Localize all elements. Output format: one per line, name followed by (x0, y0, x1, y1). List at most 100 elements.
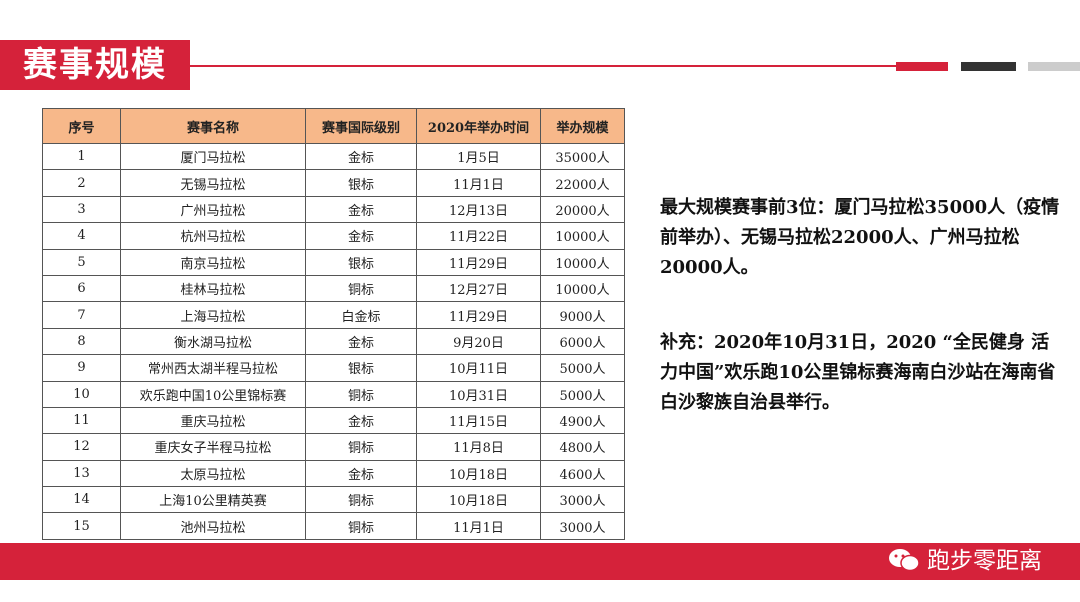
slide-title: 赛事规模 (0, 40, 190, 90)
column-header: 赛事国际级别 (305, 108, 417, 144)
table-cell: 35000人 (540, 142, 625, 171)
table-row: 3 广州马拉松 金标 12月13日 20000人 (42, 195, 625, 224)
table-row: 4 杭州马拉松 金标 11月22日 10000人 (42, 222, 625, 250)
table-cell: 10月18日 (416, 486, 541, 514)
brand-logo: 跑步零距离 (887, 543, 1042, 580)
table-cell: 衡水湖马拉松 (120, 327, 306, 356)
table-cell: 4600人 (540, 459, 625, 488)
table-cell: 9月20日 (416, 327, 541, 356)
table-cell: 桂林马拉松 (120, 274, 306, 303)
table-cell: 11月29日 (416, 301, 541, 329)
table-cell: 10000人 (540, 222, 625, 250)
table-row: 14 上海10公里精英赛 铜标 10月18日 3000人 (42, 486, 625, 514)
table-cell: 10月18日 (416, 459, 541, 488)
table-cell: 14 (42, 486, 121, 514)
table-cell: 12 (42, 433, 121, 461)
table-row: 9 常州西太湖半程马拉松 银标 10月11日 5000人 (42, 354, 625, 382)
table-cell: 太原马拉松 (120, 459, 306, 488)
table-cell: 铜标 (305, 274, 417, 303)
table-cell: 10月31日 (416, 380, 541, 408)
table-cell: 银标 (305, 169, 417, 197)
table-cell: 10 (42, 380, 121, 408)
table-cell: 常州西太湖半程马拉松 (120, 354, 306, 382)
table-cell: 10月11日 (416, 354, 541, 382)
note: 补充：2020年10月31日，2020 “全民健身 活力中国”欢乐跑10公里锦标… (660, 332, 1056, 413)
table-cell: 无锡马拉松 (120, 169, 306, 197)
table-cell: 10000人 (540, 248, 625, 276)
table-cell: 12月13日 (416, 195, 541, 224)
table-cell: 杭州马拉松 (120, 222, 306, 250)
column-header: 举办规模 (540, 108, 625, 144)
table-cell: 12月27日 (416, 274, 541, 303)
table-row: 2 无锡马拉松 银标 11月1日 22000人 (42, 169, 625, 197)
accent-bar (961, 62, 1016, 71)
table-cell: 10000人 (540, 274, 625, 303)
accent-bar (896, 62, 948, 71)
table-cell: 重庆女子半程马拉松 (120, 433, 306, 461)
table-cell: 银标 (305, 248, 417, 276)
table-row: 15 池州马拉松 铜标 11月1日 3000人 (42, 512, 625, 540)
table-cell: 6000人 (540, 327, 625, 356)
table-cell: 重庆马拉松 (120, 406, 306, 435)
table-body: 1 厦门马拉松 金标 1月5日 35000人 2 无锡马拉松 银标 11月1日 22000人 3 广州… (42, 142, 625, 540)
table-cell: 铜标 (305, 380, 417, 408)
table-cell: 8 (42, 327, 121, 356)
table-row: 5 南京马拉松 银标 11月29日 10000人 (42, 248, 625, 276)
header-row: 序号 赛事名称 赛事国际级别 2020年举办时间 举办规模 (42, 108, 625, 144)
column-header: 2020年举办时间 (416, 108, 541, 144)
table-cell: 4800人 (540, 433, 625, 461)
table-row: 8 衡水湖马拉松 金标 9月20日 6000人 (42, 327, 625, 356)
title-rule (190, 65, 896, 67)
table-cell: 铜标 (305, 486, 417, 514)
table-cell: 1 (42, 142, 121, 171)
table-cell: 2 (42, 169, 121, 197)
table-cell: 11月22日 (416, 222, 541, 250)
table-cell: 1月5日 (416, 142, 541, 171)
note: 最大规模赛事前3位：厦门马拉松35000人（疫情前举办）、无锡马拉松22000人… (660, 197, 1060, 278)
table-cell: 3 (42, 195, 121, 224)
table-cell: 4 (42, 222, 121, 250)
table-cell: 广州马拉松 (120, 195, 306, 224)
table-cell: 白金标 (305, 301, 417, 329)
table-cell: 11月15日 (416, 406, 541, 435)
table-cell: 铜标 (305, 433, 417, 461)
table-cell: 11月8日 (416, 433, 541, 461)
table-cell: 金标 (305, 459, 417, 488)
column-header: 序号 (42, 108, 121, 144)
table-cell: 金标 (305, 327, 417, 356)
table-cell: 11月1日 (416, 512, 541, 540)
brand-name: 跑步零距离 (927, 548, 1042, 574)
table-cell: 金标 (305, 406, 417, 435)
table-row: 12 重庆女子半程马拉松 铜标 11月8日 4800人 (42, 433, 625, 461)
table-cell: 厦门马拉松 (120, 142, 306, 171)
table-cell: 11月1日 (416, 169, 541, 197)
table-cell: 池州马拉松 (120, 512, 306, 540)
table-cell: 上海10公里精英赛 (120, 486, 306, 514)
table-row: 6 桂林马拉松 铜标 12月27日 10000人 (42, 274, 625, 303)
table-cell: 20000人 (540, 195, 625, 224)
accent-bar (1028, 62, 1080, 71)
table-cell: 5000人 (540, 354, 625, 382)
table-cell: 9 (42, 354, 121, 382)
table-cell: 3000人 (540, 512, 625, 540)
footer-band: 跑步零距离 (0, 543, 1080, 580)
table-cell: 5000人 (540, 380, 625, 408)
table-row: 11 重庆马拉松 金标 11月15日 4900人 (42, 406, 625, 435)
table-cell: 15 (42, 512, 121, 540)
table-cell: 9000人 (540, 301, 625, 329)
table-cell: 6 (42, 274, 121, 303)
table-cell: 3000人 (540, 486, 625, 514)
table-cell: 银标 (305, 354, 417, 382)
table-row: 10 欢乐跑中国10公里锦标赛 铜标 10月31日 5000人 (42, 380, 625, 408)
table-cell: 13 (42, 459, 121, 488)
table-row: 13 太原马拉松 金标 10月18日 4600人 (42, 459, 625, 488)
table-cell: 铜标 (305, 512, 417, 540)
wechat-icon (889, 549, 920, 572)
table-row: 7 上海马拉松 白金标 11月29日 9000人 (42, 301, 625, 329)
table-cell: 7 (42, 301, 121, 329)
table-row: 1 厦门马拉松 金标 1月5日 35000人 (42, 142, 625, 171)
table-cell: 4900人 (540, 406, 625, 435)
table-cell: 欢乐跑中国10公里锦标赛 (120, 380, 306, 408)
table-cell: 11 (42, 406, 121, 435)
